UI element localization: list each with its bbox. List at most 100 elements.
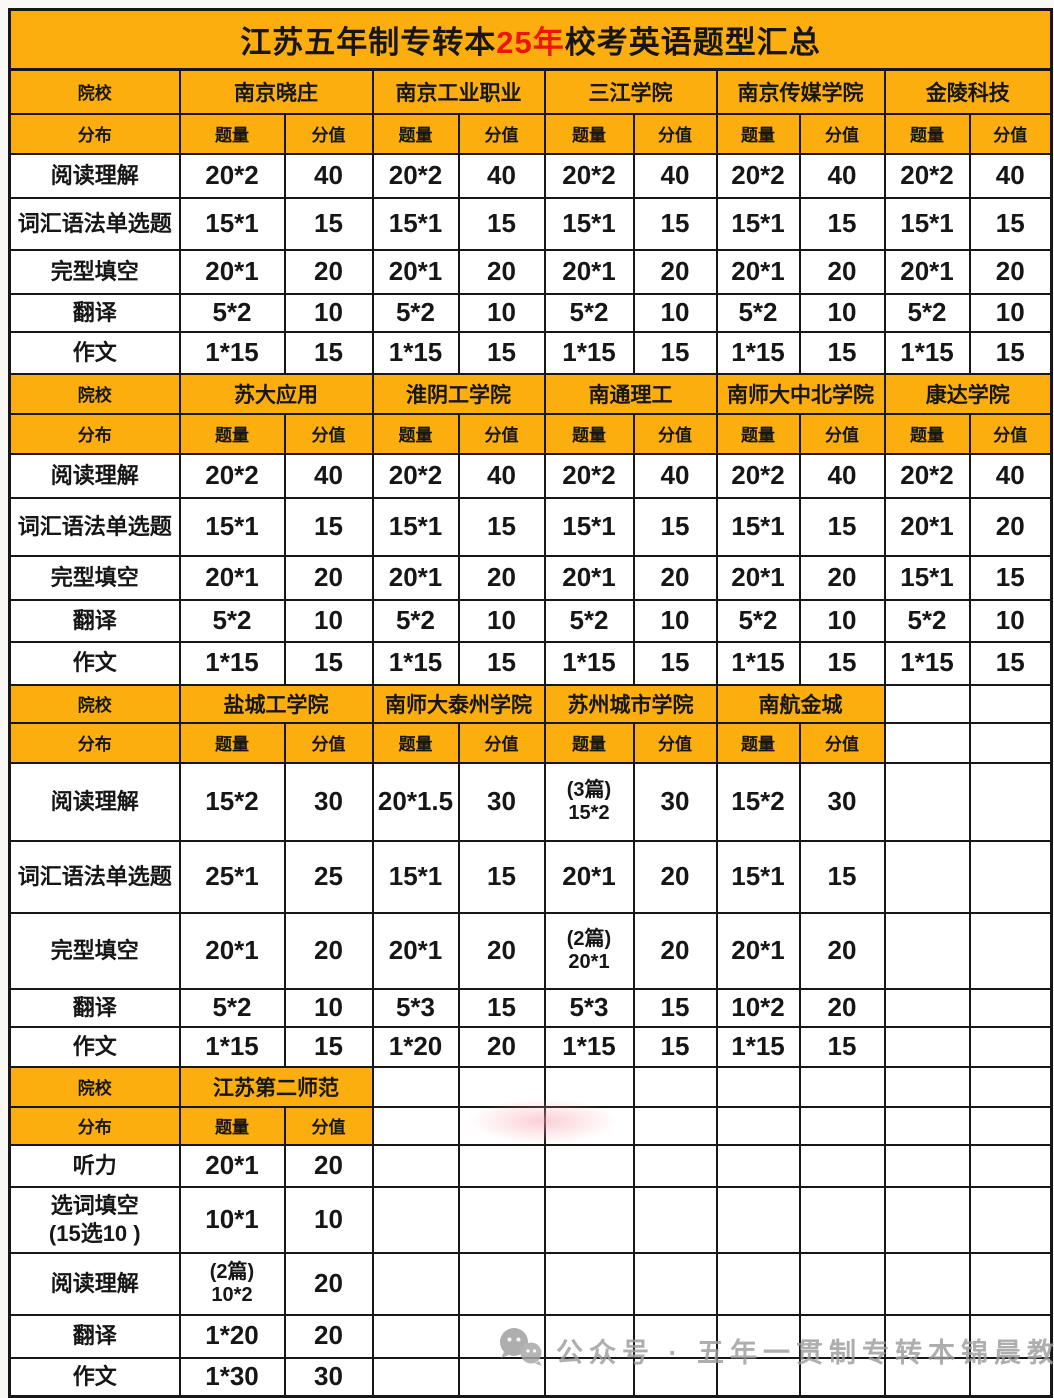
empty-cell [715,1356,801,1398]
empty-cell [371,1065,460,1108]
quantity-header-cell: 题量 [883,112,971,155]
qty-cell: 20*1 [543,554,635,601]
empty-cell [883,1313,971,1359]
empty-cell [883,1356,971,1398]
row-label-cell: 阅读理解 [8,761,181,842]
empty-cell [457,1143,546,1188]
empty-cell [632,1251,718,1316]
title-prefix: 江苏五年制专转本 [240,25,497,60]
score-cell: 20 [632,554,718,601]
qty-cell: (3篇) 15*2 [543,761,635,842]
score-cell: 15 [283,196,374,251]
qty-cell: 15*1 [178,496,286,557]
row-label-cell: 翻译 [8,987,181,1028]
score-cell: 40 [457,152,546,199]
score-cell: 10 [283,598,374,643]
empty-cell [968,1313,1053,1359]
empty-cell [968,839,1053,914]
row-label-cell: 翻译 [8,292,181,333]
score-cell: 15 [968,330,1053,375]
table-row: 词汇语法单选题 25*1 25 15*1 15 20*1 20 15*1 15 [8,839,1053,914]
quantity-header-cell: 题量 [883,412,971,455]
score-cell: 20 [283,1313,374,1359]
empty-cell [798,1251,886,1316]
qty-cell: 15*1 [371,839,460,914]
college-header-cell: 南京传媒学院 [715,68,886,115]
empty-cell [798,1105,886,1146]
qty-cell: 1*15 [883,640,971,686]
score-cell: 10 [968,598,1053,643]
empty-cell [968,1251,1053,1316]
section-1-subheader-row: 分布 题量 分值 题量 分值 题量 分值 题量 分值 题量 分值 [8,112,1053,155]
qty-cell: 5*3 [543,987,635,1028]
title-year-highlight: 25年 [496,25,565,60]
qty-cell: 20*1 [178,911,286,990]
empty-cell [883,1065,971,1108]
score-cell: 20 [632,839,718,914]
qty-cell: 15*1 [883,196,971,251]
table-row: 阅读理解 15*2 30 20*1.5 30 (3篇) 15*2 30 15*2 30 [8,761,1053,842]
qty-cell: 20*2 [178,152,286,199]
table-row: 翻译 5*2 10 5*2 10 5*2 10 5*2 10 5*2 10 [8,292,1053,333]
empty-cell [543,1313,635,1359]
qty-cell: 5*2 [178,598,286,643]
score-cell: 20 [283,911,374,990]
empty-cell [968,1185,1053,1254]
empty-cell [883,839,971,914]
section-4-colleges-row: 院校 江苏第二师范 [8,1065,1053,1108]
score-cell: 15 [283,1025,374,1068]
score-header-cell: 分值 [632,721,718,764]
score-cell: 40 [283,452,374,499]
score-cell: 15 [968,554,1053,601]
empty-cell [883,683,971,724]
qty-cell: 15*2 [715,761,801,842]
empty-cell [883,1105,971,1146]
college-label-cell: 院校 [8,683,181,724]
quantity-header-cell: 题量 [178,112,286,155]
score-cell: 20 [457,554,546,601]
empty-cell [968,1105,1053,1146]
score-cell: 20 [968,248,1053,295]
quantity-header-cell: 题量 [715,412,801,455]
table-row: 阅读理解 (2篇) 10*2 20 [8,1251,1053,1316]
qty-cell: 20*1.5 [371,761,460,842]
quantity-header-cell: 题量 [178,1105,286,1146]
score-cell: 10 [457,292,546,333]
qty-cell: 20*1 [883,496,971,557]
summary-table-sheet: 江苏五年制专转本25年校考英语题型汇总 院校 南京晓庄 南京工业职业 三江学院 南京传媒… [8,8,1054,1398]
score-cell: 15 [457,640,546,686]
score-cell: 40 [632,152,718,199]
college-label-cell: 院校 [8,1065,181,1108]
row-label-cell: 听力 [8,1143,181,1188]
distribution-label-cell: 分布 [8,721,181,764]
distribution-label-cell: 分布 [8,412,181,455]
empty-cell [543,1065,635,1108]
qty-cell: 5*2 [883,598,971,643]
qty-cell: 10*2 [715,987,801,1028]
qty-cell: 20*2 [371,152,460,199]
score-cell: 10 [457,598,546,643]
qty-cell: 1*15 [543,330,635,375]
qty-cell: 1*20 [178,1313,286,1359]
qty-cell: 1*15 [715,1025,801,1068]
empty-cell [543,1185,635,1254]
qty-cell: 15*1 [543,496,635,557]
score-cell: 10 [283,1185,374,1254]
page-title: 江苏五年制专转本25年校考英语题型汇总 [8,8,1053,71]
score-cell: 20 [283,554,374,601]
score-header-cell: 分值 [632,112,718,155]
row-label-cell: 翻译 [8,598,181,643]
qty-cell: 20*2 [715,152,801,199]
score-cell: 15 [798,496,886,557]
score-cell: 10 [798,292,886,333]
table-row: 翻译 5*2 10 5*2 10 5*2 10 5*2 10 5*2 10 [8,598,1053,643]
score-header-cell: 分值 [283,112,374,155]
quantity-header-cell: 题量 [715,112,801,155]
table-row: 选词填空 (15选10 ) 10*1 10 [8,1185,1053,1254]
qty-cell: 15*1 [371,496,460,557]
score-header-cell: 分值 [457,412,546,455]
empty-cell [632,1065,718,1108]
qty-cell: 15*1 [715,196,801,251]
score-cell: 30 [283,761,374,842]
qty-cell: 15*1 [178,196,286,251]
